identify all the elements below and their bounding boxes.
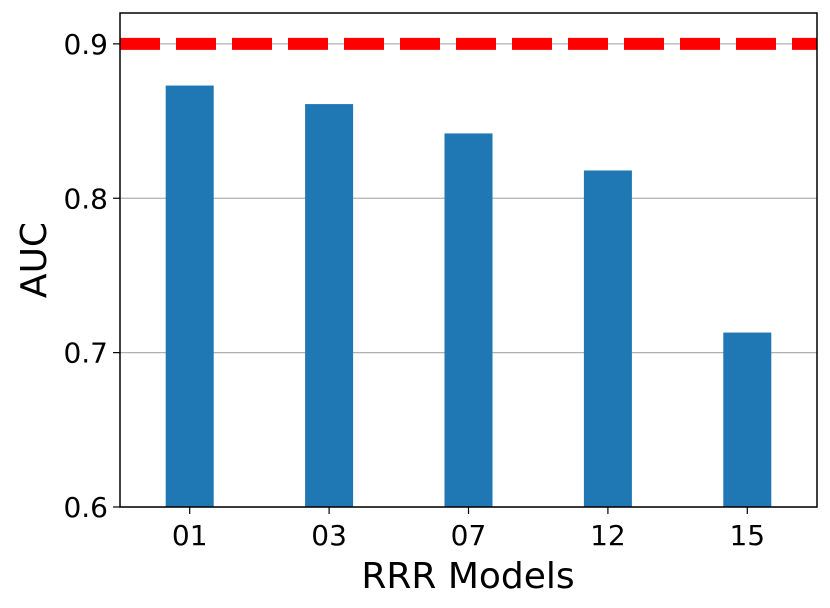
- y-tick-label: 0.6: [63, 491, 108, 524]
- x-tick-label: 03: [311, 519, 347, 552]
- bar: [305, 104, 354, 508]
- x-tick-label: 01: [172, 519, 208, 552]
- y-tick-label: 0.7: [63, 337, 108, 370]
- bar: [165, 85, 214, 508]
- bar: [583, 170, 632, 507]
- bar: [723, 332, 772, 507]
- x-tick-label: 07: [451, 519, 487, 552]
- y-tick-label: 0.9: [63, 28, 108, 61]
- bars-layer: [165, 85, 772, 508]
- x-ticks: 01 03 07 12 15: [172, 507, 765, 552]
- x-tick-label: 15: [729, 519, 765, 552]
- y-tick-label: 0.8: [63, 182, 108, 215]
- x-axis-label: RRR Models: [361, 556, 574, 597]
- x-tick-label: 12: [590, 519, 626, 552]
- bar: [444, 133, 493, 507]
- y-ticks: 0.6 0.7 0.8 0.9: [63, 28, 120, 524]
- y-axis-label: AUC: [14, 222, 55, 298]
